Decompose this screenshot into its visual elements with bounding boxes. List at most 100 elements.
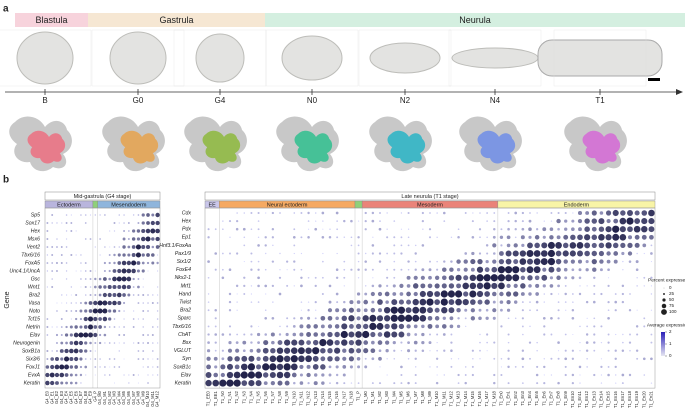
size-key	[663, 287, 665, 289]
gene-label: Pax1/9	[175, 251, 191, 257]
expression-dot	[363, 308, 368, 313]
expression-dot	[55, 333, 59, 337]
expression-dot	[222, 228, 224, 231]
expression-dot	[151, 245, 155, 249]
expression-dot	[357, 252, 360, 255]
expression-dot	[84, 349, 88, 353]
expression-dot	[307, 211, 310, 215]
expression-dot	[228, 292, 232, 296]
expression-dot	[236, 301, 238, 303]
expression-dot	[506, 235, 511, 240]
expression-dot	[257, 276, 260, 280]
expression-dot	[635, 260, 639, 264]
expression-dot	[564, 357, 568, 361]
expression-dot	[348, 307, 354, 313]
expression-dot	[457, 236, 460, 239]
expression-dot	[633, 225, 641, 233]
expression-dot	[614, 300, 618, 304]
expression-dot	[650, 285, 653, 287]
expression-dot	[93, 332, 98, 338]
expression-dot	[357, 277, 360, 279]
expression-dot	[314, 212, 317, 214]
expression-dot	[155, 220, 160, 226]
expression-dot	[585, 268, 589, 272]
expression-dot	[536, 365, 539, 368]
expression-dot	[615, 333, 617, 336]
expression-dot	[436, 260, 438, 263]
expression-dot	[436, 212, 438, 214]
expression-dot	[99, 238, 101, 240]
embryo-image	[109, 31, 167, 85]
expression-dot	[492, 291, 497, 297]
expression-dot	[60, 381, 64, 385]
expression-dot	[94, 374, 96, 376]
expression-dot	[591, 218, 597, 224]
cluster-label: G4_P	[92, 391, 97, 402]
expression-dot	[634, 234, 640, 240]
cluster-label: G4_M5	[121, 390, 126, 404]
expression-dot	[393, 220, 396, 222]
expression-dot	[571, 373, 575, 377]
expression-dot	[620, 242, 626, 249]
expression-dot	[74, 373, 78, 377]
expression-dot	[536, 341, 538, 344]
cluster-label: T1_EE1	[213, 390, 218, 406]
cluster-label: T1_En0	[499, 390, 504, 405]
expression-dot	[84, 270, 87, 272]
expression-dot	[412, 298, 419, 306]
expression-dot	[156, 326, 159, 328]
expression-dot	[371, 268, 374, 271]
expression-dot	[615, 374, 617, 376]
expression-dot	[64, 333, 69, 337]
timeline-arrow	[676, 89, 683, 95]
expression-dot	[262, 363, 270, 371]
expression-dot	[84, 278, 87, 280]
cluster-label: T1_N3	[241, 390, 246, 403]
expression-dot	[507, 333, 510, 336]
expression-dot	[400, 373, 403, 377]
expression-dot	[521, 220, 524, 223]
cluster-label: G4_M0	[97, 390, 102, 404]
expression-dot	[643, 276, 646, 279]
expression-dot	[507, 382, 510, 385]
plot-header	[44, 191, 161, 201]
expression-dot	[493, 227, 496, 231]
expression-dot	[113, 366, 116, 368]
expression-dot	[527, 275, 533, 281]
expression-dot	[627, 235, 633, 240]
expression-dot	[469, 274, 477, 282]
expression-dot	[470, 299, 476, 305]
expression-dot	[557, 309, 560, 312]
expression-dot	[284, 339, 291, 346]
expression-dot	[75, 309, 78, 313]
expression-dot	[643, 285, 645, 287]
expression-dot	[117, 268, 122, 274]
expression-dot	[607, 316, 610, 320]
expression-dot	[564, 292, 567, 296]
expression-dot	[492, 243, 497, 248]
expression-dot	[436, 333, 439, 336]
expression-dot	[118, 326, 120, 328]
expression-dot	[520, 292, 525, 296]
gene-label: Msx6	[28, 236, 41, 242]
expression-dot	[146, 253, 150, 257]
expression-dot	[414, 244, 417, 247]
expression-dot	[483, 282, 491, 290]
expression-dot	[108, 309, 112, 313]
expression-dot	[429, 212, 431, 214]
expression-dot	[379, 220, 381, 222]
expression-dot	[464, 381, 467, 385]
expression-dot	[450, 333, 453, 336]
expression-dot	[443, 220, 446, 222]
expression-dot	[621, 382, 624, 385]
expression-dot	[628, 341, 632, 344]
expression-dot	[277, 340, 283, 346]
expression-dot	[350, 236, 353, 239]
expression-dot	[322, 252, 324, 255]
expression-dot	[533, 266, 541, 274]
expression-dot	[290, 363, 298, 371]
expression-dot	[277, 380, 283, 386]
expression-dot	[579, 350, 581, 352]
expression-dot	[457, 228, 460, 231]
expression-dot	[507, 365, 510, 369]
